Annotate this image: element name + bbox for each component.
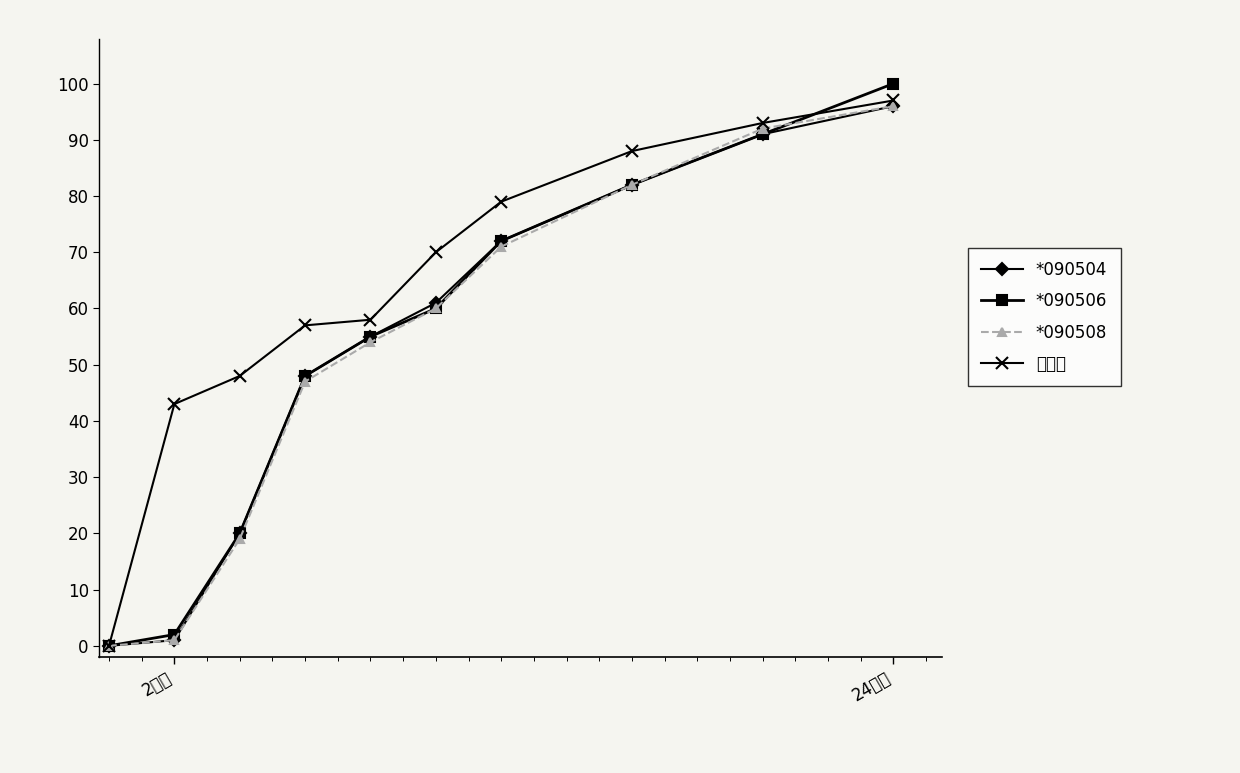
Line: *090504: *090504 [105, 102, 898, 650]
*090508 [167, 635, 182, 645]
进口品 [167, 400, 182, 409]
*090506 [755, 130, 770, 139]
*090504 [428, 298, 443, 308]
*090508 [363, 338, 378, 347]
*090508 [625, 180, 640, 189]
进口品 [625, 146, 640, 155]
进口品 [363, 315, 378, 325]
*090504 [885, 101, 900, 111]
Line: *090508: *090508 [105, 102, 898, 650]
进口品 [494, 197, 508, 206]
*090506 [428, 304, 443, 313]
*090504 [232, 529, 247, 538]
*090504 [167, 635, 182, 645]
*090504 [494, 237, 508, 246]
*090504 [102, 641, 117, 650]
*090506 [232, 529, 247, 538]
*090504 [363, 332, 378, 341]
*090508 [232, 534, 247, 543]
*090506 [363, 332, 378, 341]
*090506 [167, 630, 182, 639]
*090504 [298, 371, 312, 380]
进口品 [102, 641, 117, 650]
进口品 [298, 321, 312, 330]
*090508 [428, 304, 443, 313]
进口品 [428, 247, 443, 257]
*090506 [102, 641, 117, 650]
Line: 进口品: 进口品 [103, 94, 900, 652]
*090508 [494, 242, 508, 251]
*090506 [885, 79, 900, 88]
*090508 [102, 641, 117, 650]
进口品 [885, 96, 900, 105]
*090506 [298, 371, 312, 380]
*090506 [494, 237, 508, 246]
*090508 [885, 101, 900, 111]
进口品 [232, 371, 247, 380]
*090504 [755, 130, 770, 139]
进口品 [755, 118, 770, 128]
*090504 [625, 180, 640, 189]
*090508 [755, 124, 770, 133]
*090506 [625, 180, 640, 189]
Legend: *090504, *090506, *090508, 进口品: *090504, *090506, *090508, 进口品 [967, 247, 1121, 386]
*090508 [298, 377, 312, 386]
Line: *090506: *090506 [104, 79, 898, 651]
